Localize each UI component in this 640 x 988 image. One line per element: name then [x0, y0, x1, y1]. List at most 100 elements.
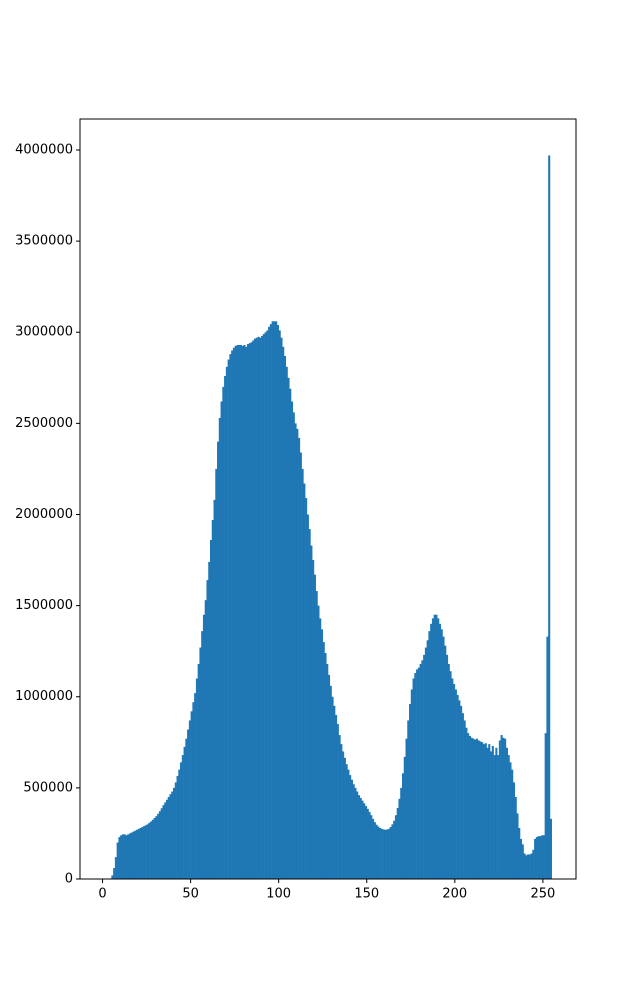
bar — [294, 423, 297, 879]
bar — [530, 853, 533, 879]
bar — [495, 747, 498, 879]
bar — [183, 746, 186, 879]
bar — [366, 808, 369, 879]
bar — [414, 673, 417, 879]
bar — [483, 744, 486, 879]
bar — [347, 769, 350, 879]
bar — [305, 498, 308, 879]
bar — [261, 335, 264, 879]
bar — [224, 375, 227, 879]
bar — [336, 724, 339, 879]
bar — [396, 807, 399, 879]
bar — [111, 875, 114, 879]
bar — [162, 805, 165, 879]
bar — [428, 631, 431, 879]
bar — [116, 842, 119, 879]
bar — [484, 743, 487, 879]
bar — [421, 660, 424, 879]
bar — [194, 693, 197, 879]
bar — [329, 685, 332, 879]
bar — [312, 560, 315, 879]
axes: 0 50 100 150 200 250 0 500000 1000000 1500000 2000… — [15, 118, 577, 902]
bar — [123, 834, 126, 879]
bar — [271, 321, 274, 880]
bar — [361, 800, 364, 879]
bar — [481, 742, 484, 879]
bar — [479, 741, 482, 879]
bar — [143, 826, 146, 879]
bar — [447, 663, 450, 879]
bar — [461, 713, 464, 879]
bar — [488, 744, 491, 879]
bar — [419, 663, 422, 879]
bar — [532, 849, 535, 879]
bar — [188, 720, 191, 879]
bar — [269, 324, 272, 879]
bar — [153, 817, 156, 879]
bar — [343, 757, 346, 879]
x-tick-label: 150 — [354, 887, 379, 902]
bar — [387, 828, 390, 879]
bar — [382, 829, 385, 879]
bar — [118, 837, 121, 879]
bar — [431, 618, 434, 879]
bar — [511, 769, 514, 879]
bar — [218, 417, 221, 879]
bar — [442, 636, 445, 879]
bar — [475, 738, 479, 879]
bar — [114, 857, 117, 879]
bar — [438, 623, 442, 879]
bar — [160, 808, 163, 879]
bar — [401, 773, 405, 879]
bar — [335, 714, 338, 879]
bar — [190, 711, 193, 879]
bar — [541, 835, 544, 879]
bar — [548, 155, 551, 880]
bar — [150, 821, 153, 879]
bar — [262, 334, 265, 880]
bar — [437, 618, 440, 879]
bar — [246, 344, 250, 879]
bar — [225, 366, 228, 879]
bar — [370, 815, 373, 879]
bar — [539, 836, 542, 879]
bar — [287, 377, 290, 879]
bar — [407, 720, 410, 879]
bar — [283, 355, 287, 880]
bar — [301, 468, 304, 879]
bar — [282, 346, 285, 879]
bar — [291, 401, 294, 879]
bar — [245, 346, 248, 879]
x-tick-label: 100 — [266, 887, 291, 902]
bar — [357, 795, 361, 879]
bar — [509, 762, 512, 879]
x-tick-label: 200 — [442, 887, 467, 902]
bar — [474, 739, 477, 879]
bar — [298, 437, 301, 879]
bar — [409, 704, 412, 879]
bar — [197, 663, 200, 879]
bar — [204, 600, 207, 879]
bar — [528, 854, 531, 879]
bar — [446, 654, 449, 879]
bar — [185, 738, 188, 879]
y-tick-label: 2500000 — [15, 416, 73, 431]
bar — [139, 827, 142, 879]
bar — [215, 468, 218, 879]
bar — [516, 813, 519, 879]
bar — [486, 747, 489, 879]
bar — [512, 782, 516, 879]
bar — [518, 827, 521, 879]
bar — [299, 452, 302, 879]
bar — [248, 343, 251, 879]
bar — [391, 824, 394, 879]
bar — [220, 401, 223, 879]
bar — [165, 799, 169, 879]
bar — [273, 321, 276, 880]
y-tick-label: 1500000 — [15, 598, 73, 613]
bar — [326, 663, 329, 879]
bar — [136, 829, 139, 879]
bar — [187, 729, 190, 879]
bar — [333, 705, 336, 879]
bar — [453, 683, 456, 879]
